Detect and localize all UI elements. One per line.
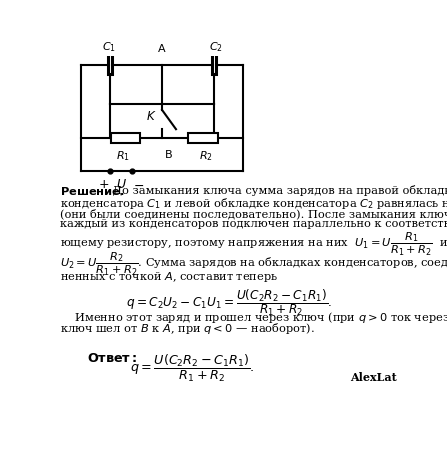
Text: конденсатора $C_1$ и левой обкладке конденсатора $C_2$ равнялась нулю́: конденсатора $C_1$ и левой обкладке конд… [60, 196, 447, 211]
Text: $q = \dfrac{U(C_2R_2 - C_1R_1)}{R_1 + R_2}.$: $q = \dfrac{U(C_2R_2 - C_1R_1)}{R_1 + R_… [130, 353, 254, 384]
Text: ющему резистору, поэтому напряжения на них  $U_1 = U\dfrac{R_1}{R_1+R_2}$  и: ющему резистору, поэтому напряжения на н… [60, 231, 447, 258]
Text: Именно этот заряд и прошел через ключ (при $q > 0$ ток через: Именно этот заряд и прошел через ключ (п… [60, 310, 447, 325]
Text: $q = C_2U_2 - C_1U_1 = \dfrac{U(C_2R_2 - C_1R_1)}{R_1 + R_2}.$: $q = C_2U_2 - C_1U_1 = \dfrac{U(C_2R_2 -… [127, 287, 333, 318]
Text: $R_1$: $R_1$ [116, 149, 130, 163]
Text: $C_1$: $C_1$ [101, 40, 116, 54]
Text: AlexLat: AlexLat [350, 372, 397, 383]
Text: $K$: $K$ [146, 110, 156, 123]
Text: $R_2$: $R_2$ [198, 149, 212, 163]
Bar [188, 134, 218, 143]
Text: (они были соединены последовательно). После замыкания ключа: (они были соединены последовательно). По… [60, 208, 447, 219]
Text: B: B [165, 149, 173, 160]
Text: $\mathbf{Ответ:}$: $\mathbf{Ответ:}$ [87, 353, 137, 366]
Text: $C_2$: $C_2$ [209, 40, 223, 54]
Text: ненных с точкой $A$, составит теперь: ненных с точкой $A$, составит теперь [60, 270, 278, 284]
Text: ключ шел от $B$ к $A$, при $q < 0$ — наоборот).: ключ шел от $B$ к $A$, при $q < 0$ — нао… [60, 321, 315, 336]
Text: $U_2 = U\dfrac{R_2}{R_1+R_2}$. Сумма зарядов на обкладках конденсаторов, соеди-: $U_2 = U\dfrac{R_2}{R_1+R_2}$. Сумма зар… [60, 251, 447, 278]
Text: A: A [158, 44, 166, 54]
Text: $-$: $-$ [133, 178, 144, 191]
Text: каждый из конденсаторов подключен параллельно к соответству-: каждый из конденсаторов подключен паралл… [60, 219, 447, 229]
Text: До замыкания ключа сумма зарядов на правой обкладке́: До замыкания ключа сумма зарядов на прав… [109, 185, 447, 197]
Bar [111, 134, 140, 143]
Text: $U$: $U$ [115, 178, 127, 191]
Text: $\mathbf{Решение.}$: $\mathbf{Решение.}$ [60, 185, 124, 198]
Text: +: + [99, 178, 110, 191]
